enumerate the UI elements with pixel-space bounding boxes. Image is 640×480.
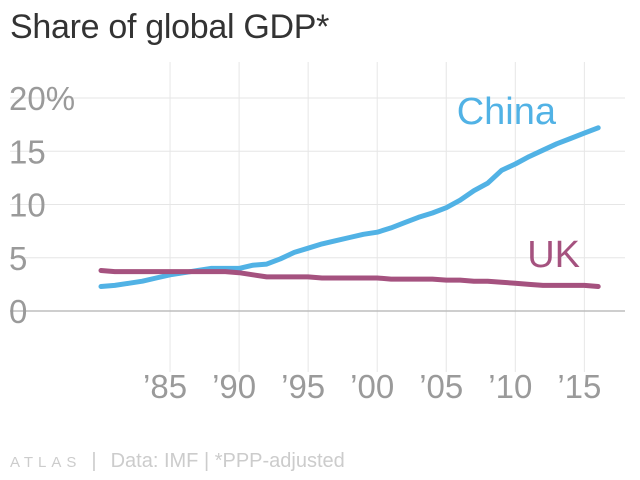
line-chart: 0 5 10 15 20% ’85 ’90 ’95 ’00 ’05 ’10 ’15 China UK xyxy=(9,62,625,405)
footer-separator: | xyxy=(91,450,97,472)
x-tick-label-5: ’10 xyxy=(488,368,532,405)
brand-logo-text: ATLAS xyxy=(10,454,82,471)
y-tick-label-3: 15 xyxy=(9,133,46,170)
x-tick-label-6: ’15 xyxy=(557,368,601,405)
y-axis-ticks: 0 5 10 15 20% xyxy=(9,80,75,330)
footer: ATLAS | Data: IMF | *PPP-adjusted xyxy=(10,450,345,473)
x-tick-label-0: ’85 xyxy=(143,368,187,405)
y-tick-label-4: 20% xyxy=(9,80,75,117)
source-note: Data: IMF | *PPP-adjusted xyxy=(110,450,345,472)
x-tick-label-1: ’90 xyxy=(212,368,256,405)
y-tick-label-2: 10 xyxy=(9,187,46,224)
chart-title: Share of global GDP* xyxy=(10,8,330,46)
x-tick-label-3: ’00 xyxy=(350,368,394,405)
series-label-uk: UK xyxy=(527,234,580,276)
grid xyxy=(10,62,625,372)
y-tick-label-1: 5 xyxy=(9,240,27,277)
series-labels: China UK xyxy=(457,91,580,276)
y-tick-label-0: 0 xyxy=(9,293,27,330)
x-axis-ticks: ’85 ’90 ’95 ’00 ’05 ’10 ’15 xyxy=(143,368,601,405)
series-label-china: China xyxy=(457,91,557,133)
x-tick-label-2: ’95 xyxy=(281,368,325,405)
series-line-uk xyxy=(98,268,601,289)
x-tick-label-4: ’05 xyxy=(419,368,463,405)
series-lines xyxy=(98,125,601,289)
